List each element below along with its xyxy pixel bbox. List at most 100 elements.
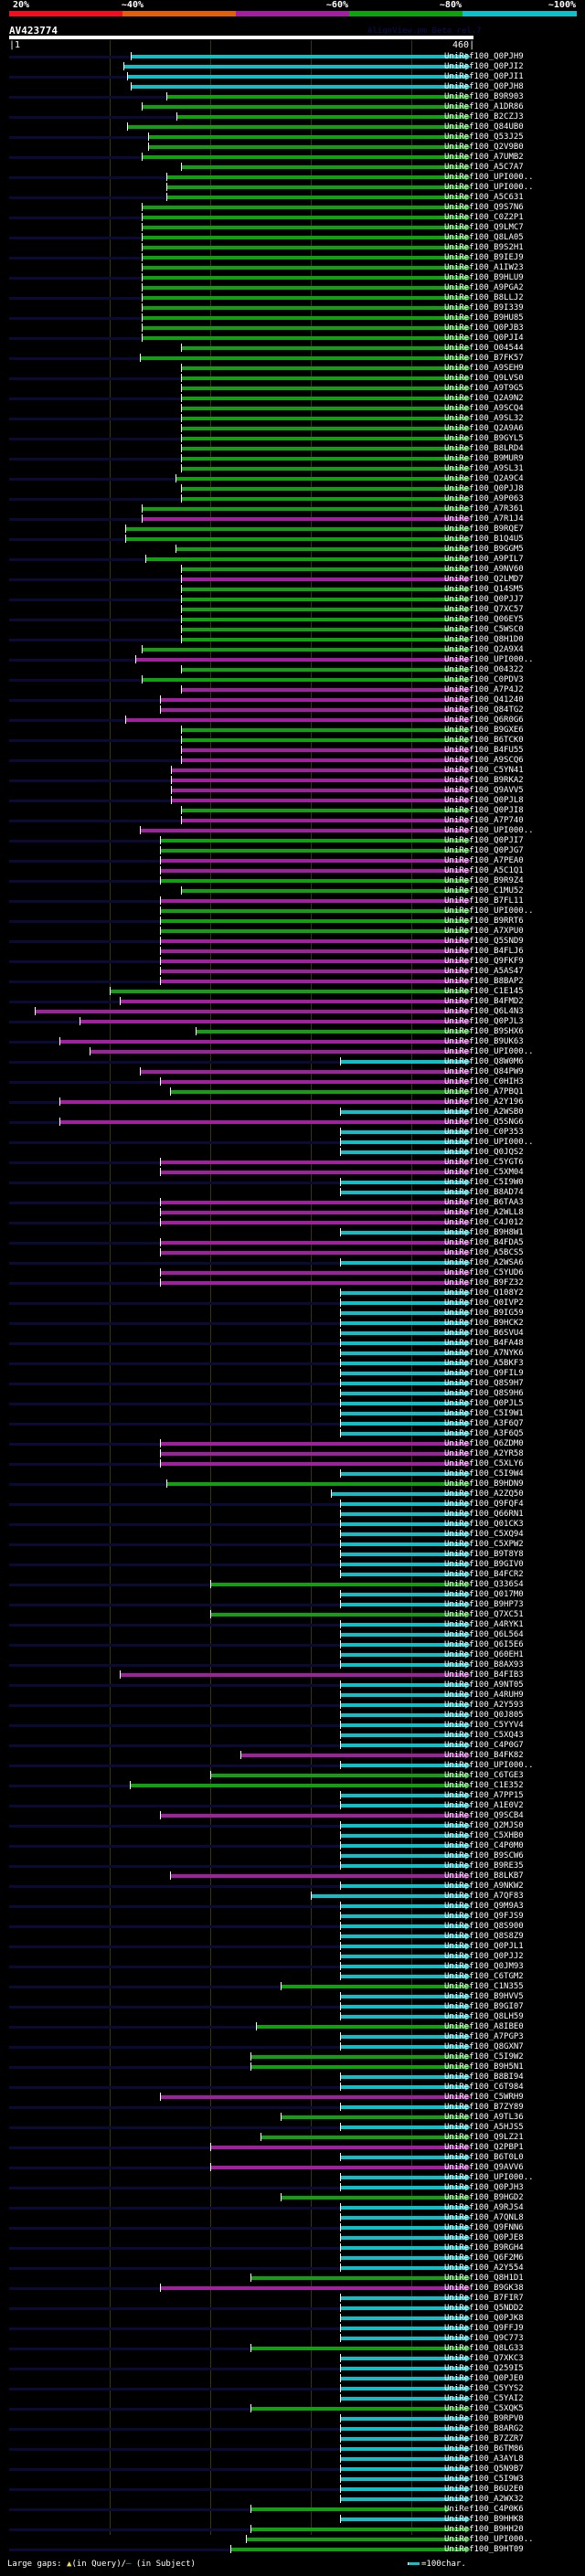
hit-label[interactable]: UniRef100_C0PDV3 <box>444 675 524 684</box>
alignment-bar[interactable] <box>161 1080 465 1084</box>
alignment-bar[interactable] <box>161 949 465 953</box>
alignment-bar[interactable] <box>161 1281 465 1285</box>
hit-row[interactable]: UniRef100_Q0IVP2 <box>0 1299 585 1309</box>
hit-label[interactable]: UniRef100_A2Y593 <box>444 1701 524 1710</box>
hit-label[interactable]: UniRef100_Q0PJI1 <box>444 72 524 81</box>
hit-label[interactable]: UniRef100_A9SL31 <box>444 464 524 473</box>
hit-label[interactable]: UniRef100_Q9SCB4 <box>444 1811 524 1820</box>
hit-row[interactable]: UniRef100_Q0PJG7 <box>0 846 585 856</box>
alignment-bar[interactable] <box>148 135 465 139</box>
hit-row[interactable]: UniRef100_Q0JQS2 <box>0 1148 585 1158</box>
hit-label[interactable]: UniRef100_A2ZQ50 <box>444 1489 524 1499</box>
alignment-bar[interactable] <box>340 2397 465 2401</box>
hit-label[interactable]: UniRef100_Q8GXN7 <box>444 2042 524 2051</box>
hit-label[interactable]: UniRef100_B9UK63 <box>444 1037 524 1046</box>
hit-row[interactable]: UniRef100_B9H8W1 <box>0 1228 585 1238</box>
alignment-bar[interactable] <box>141 829 465 832</box>
alignment-bar[interactable] <box>251 2347 465 2350</box>
hit-row[interactable]: UniRef100_Q8GXN7 <box>0 2042 585 2052</box>
alignment-bar[interactable] <box>182 366 465 370</box>
hit-row[interactable]: UniRef100_Q0PJI4 <box>0 334 585 344</box>
alignment-bar[interactable] <box>340 2045 465 2049</box>
hit-row[interactable]: UniRef100_Q9LZ21 <box>0 2133 585 2143</box>
hit-label[interactable]: UniRef100_A2YR58 <box>444 1449 524 1458</box>
hit-label[interactable]: UniRef100_Q2A9X4 <box>444 645 524 654</box>
hit-label[interactable]: UniRef100_Q0PJE8 <box>444 2233 524 2242</box>
hit-row[interactable]: UniRef100_B9GXE6 <box>0 726 585 736</box>
hit-row[interactable]: UniRef100_A2WX32 <box>0 2495 585 2505</box>
hit-label[interactable]: UniRef100_A7PEA0 <box>444 856 524 865</box>
hit-label[interactable]: UniRef100_C5YN41 <box>444 766 524 775</box>
hit-label[interactable]: UniRef100_Q9LVS0 <box>444 374 524 383</box>
hit-label[interactable]: UniRef100_A2WSB0 <box>444 1108 524 1117</box>
hit-label[interactable]: UniRef100_Q0PJE0 <box>444 2374 524 2383</box>
hit-label[interactable]: UniRef100_A7R1J4 <box>444 514 524 524</box>
hit-row[interactable]: UniRef100_A9PGA2 <box>0 283 585 293</box>
hit-row[interactable]: UniRef100_B9HLU9 <box>0 273 585 283</box>
hit-row[interactable]: UniRef100_UPI000.. <box>0 826 585 836</box>
hit-row[interactable]: UniRef100_A7QF83 <box>0 1892 585 1902</box>
hit-row[interactable]: UniRef100_C1E352 <box>0 1781 585 1791</box>
hit-label[interactable]: UniRef100_A9TL36 <box>444 2113 524 2122</box>
hit-row[interactable]: UniRef100_B9RKA2 <box>0 776 585 786</box>
alignment-bar[interactable] <box>143 517 465 521</box>
alignment-bar[interactable] <box>143 678 465 682</box>
hit-label[interactable]: UniRef100_Q0PJK8 <box>444 2314 524 2323</box>
hit-label[interactable]: UniRef100_A7QF83 <box>444 1892 524 1901</box>
hit-row[interactable]: UniRef100_A9NV60 <box>0 565 585 575</box>
alignment-bar[interactable] <box>251 2528 465 2531</box>
alignment-bar[interactable] <box>182 819 465 822</box>
alignment-bar[interactable] <box>340 1804 465 1807</box>
alignment-bar[interactable] <box>182 809 465 812</box>
hit-row[interactable]: UniRef100_B6TM86 <box>0 2444 585 2454</box>
hit-row[interactable]: UniRef100_A3F6Q5 <box>0 1429 585 1439</box>
alignment-bar[interactable] <box>182 567 465 571</box>
hit-label[interactable]: UniRef100_C6TGE3 <box>444 1771 524 1780</box>
alignment-bar[interactable] <box>143 216 465 219</box>
alignment-bar[interactable] <box>182 578 465 581</box>
alignment-bar[interactable] <box>182 487 465 491</box>
alignment-bar[interactable] <box>340 1834 465 1838</box>
hit-label[interactable]: UniRef100_C5YUD6 <box>444 1268 524 1277</box>
hit-label[interactable]: UniRef100_A8IBE0 <box>444 2022 524 2031</box>
hit-label[interactable]: UniRef100_A2WX32 <box>444 2495 524 2504</box>
alignment-bar[interactable] <box>340 2156 465 2159</box>
hit-row[interactable]: UniRef100_UPI000.. <box>0 2535 585 2545</box>
hit-label[interactable]: UniRef100_UPI000.. <box>444 655 534 664</box>
hit-row[interactable]: UniRef100_A9SL31 <box>0 464 585 474</box>
alignment-bar[interactable] <box>161 970 465 973</box>
alignment-bar[interactable] <box>80 1020 465 1023</box>
hit-label[interactable]: UniRef100_Q8S8Z9 <box>444 1932 524 1941</box>
hit-row[interactable]: UniRef100_B7FIR7 <box>0 2294 585 2304</box>
hit-label[interactable]: UniRef100_B8AD74 <box>444 1188 524 1197</box>
hit-row[interactable]: UniRef100_C1E145 <box>0 987 585 997</box>
alignment-bar[interactable] <box>161 698 465 702</box>
hit-label[interactable]: UniRef100_Q06EY5 <box>444 615 524 624</box>
hit-row[interactable]: UniRef100_A8IBE0 <box>0 2022 585 2032</box>
hit-row[interactable]: UniRef100_A7XPU0 <box>0 927 585 937</box>
hit-row[interactable]: UniRef100_Q0PJE0 <box>0 2374 585 2384</box>
hit-label[interactable]: UniRef100_Q9FKF9 <box>444 957 524 966</box>
alignment-bar[interactable] <box>176 477 465 481</box>
hit-label[interactable]: UniRef100_B2CZJ3 <box>444 112 524 122</box>
hit-row[interactable]: UniRef100_B9R903 <box>0 92 585 102</box>
alignment-bar[interactable] <box>340 1693 465 1697</box>
hit-label[interactable]: UniRef100_A9T9G5 <box>444 384 524 393</box>
alignment-bar[interactable] <box>340 1623 465 1627</box>
hit-row[interactable]: UniRef100_A7UMB2 <box>0 153 585 163</box>
alignment-bar[interactable] <box>166 175 465 179</box>
hit-row[interactable]: UniRef100_Q9AVV6 <box>0 2163 585 2173</box>
hit-row[interactable]: UniRef100_Q9C773 <box>0 2334 585 2344</box>
alignment-bar[interactable] <box>340 2256 465 2260</box>
hit-row[interactable]: UniRef100_Q8W0M6 <box>0 1057 585 1067</box>
hit-label[interactable]: UniRef100_Q53J25 <box>444 133 524 142</box>
hit-label[interactable]: UniRef100_Q2MJS0 <box>444 1821 524 1830</box>
hit-label[interactable]: UniRef100_C4P0G7 <box>444 1741 524 1750</box>
alignment-bar[interactable] <box>161 929 465 933</box>
hit-label[interactable]: UniRef100_C5I9W4 <box>444 1469 524 1479</box>
hit-label[interactable]: UniRef100_A1DR86 <box>444 102 524 111</box>
hit-label[interactable]: UniRef100_A7R361 <box>444 504 524 514</box>
alignment-bar[interactable] <box>340 1914 465 1918</box>
hit-label[interactable]: UniRef100_Q9LMC7 <box>444 223 524 232</box>
alignment-bar[interactable] <box>340 1291 465 1295</box>
